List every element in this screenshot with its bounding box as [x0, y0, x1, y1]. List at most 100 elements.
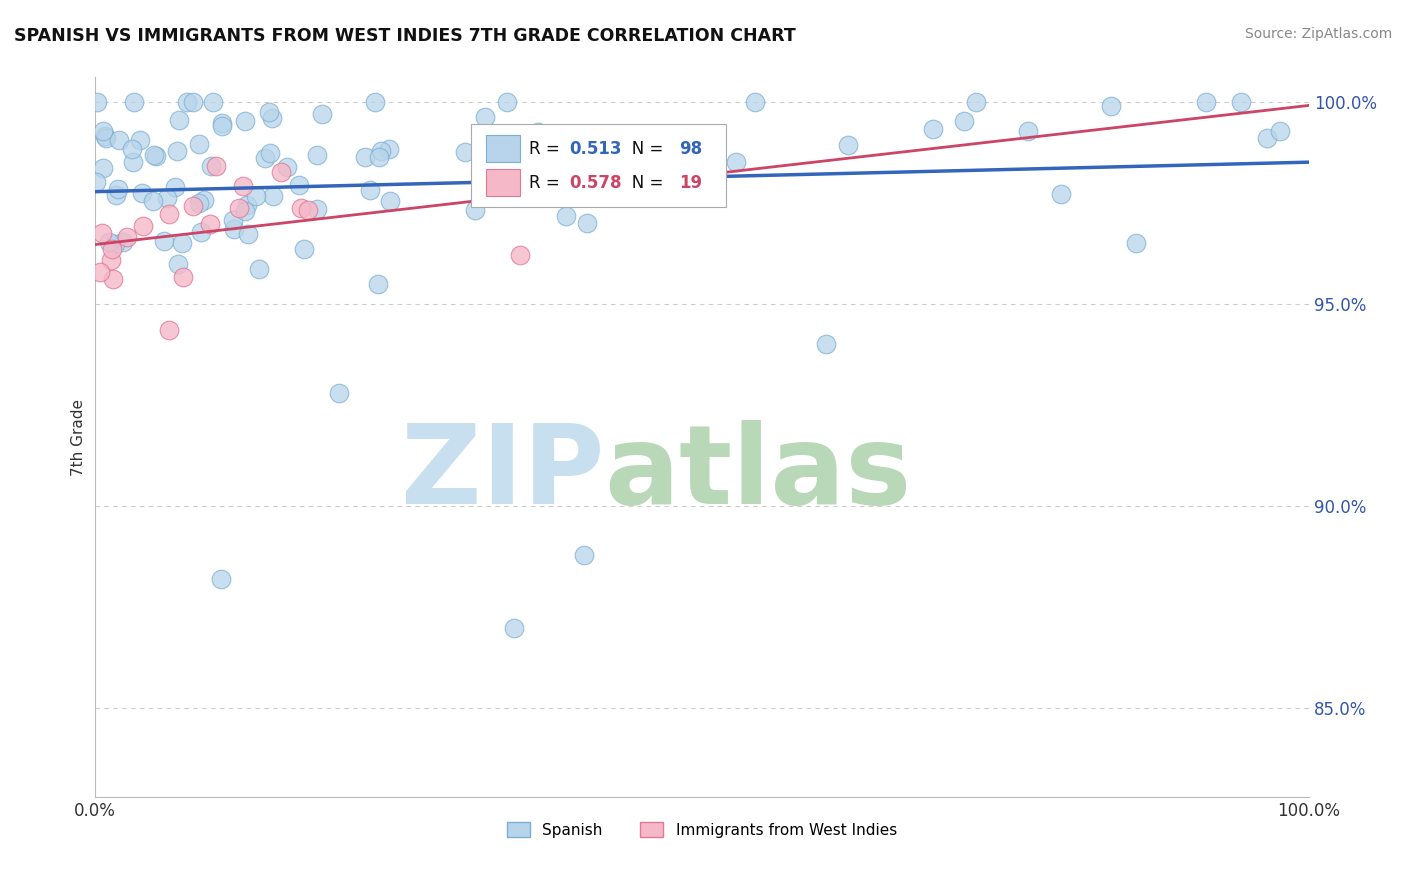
Point [188, 196, 211, 211]
Point [1230, 95, 1253, 109]
Point [153, 234, 176, 248]
Point [257, 104, 280, 119]
Point [181, 199, 204, 213]
Point [156, 191, 179, 205]
Point [100, 242, 122, 256]
Point [91, 161, 114, 176]
Point [84, 175, 107, 189]
Point [205, 159, 228, 173]
Bar [485, 135, 520, 162]
Text: R =: R = [530, 174, 565, 192]
Point [181, 95, 204, 109]
Point [290, 202, 312, 216]
Point [209, 572, 232, 586]
Point [454, 145, 477, 160]
Point [159, 207, 181, 221]
Point [111, 235, 134, 249]
Point [200, 160, 222, 174]
Point [509, 248, 531, 262]
Point [262, 189, 284, 203]
Point [305, 202, 328, 216]
Text: R =: R = [530, 140, 565, 158]
Point [122, 95, 145, 109]
Point [328, 386, 350, 401]
Point [260, 111, 283, 125]
Point [131, 186, 153, 200]
Point [232, 179, 254, 194]
Point [172, 270, 194, 285]
Point [103, 271, 125, 285]
Point [97, 235, 120, 249]
Point [364, 95, 387, 109]
Point [253, 151, 276, 165]
Point [122, 155, 145, 169]
Point [744, 95, 766, 109]
Point [288, 178, 311, 193]
Point [953, 113, 976, 128]
Point [297, 202, 319, 217]
Point [311, 107, 333, 121]
Point [1099, 98, 1122, 112]
Point [662, 190, 685, 204]
Point [544, 162, 567, 177]
Point [172, 235, 194, 250]
Point [100, 252, 122, 267]
Point [555, 209, 578, 223]
Point [188, 137, 211, 152]
Point [132, 219, 155, 234]
Point [142, 194, 165, 208]
Point [233, 113, 256, 128]
Bar [485, 169, 520, 196]
Point [359, 183, 381, 197]
Point [245, 189, 267, 203]
Point [370, 144, 392, 158]
Point [107, 182, 129, 196]
Point [922, 122, 945, 136]
Text: Source: ZipAtlas.com: Source: ZipAtlas.com [1244, 27, 1392, 41]
Point [661, 130, 683, 145]
Point [224, 222, 246, 236]
Point [612, 153, 634, 168]
Point [176, 95, 198, 109]
Text: SPANISH VS IMMIGRANTS FROM WEST INDIES 7TH GRADE CORRELATION CHART: SPANISH VS IMMIGRANTS FROM WEST INDIES 7… [14, 27, 796, 45]
Legend: Spanish, Immigrants from West Indies: Spanish, Immigrants from West Indies [501, 815, 903, 844]
Point [270, 164, 292, 178]
Point [142, 147, 165, 161]
Point [145, 149, 167, 163]
Point [368, 150, 391, 164]
Point [576, 216, 599, 230]
Point [665, 186, 688, 200]
Y-axis label: 7th Grade: 7th Grade [72, 399, 86, 476]
Point [472, 143, 495, 157]
Point [837, 138, 859, 153]
Point [603, 183, 626, 197]
Text: N =: N = [616, 140, 668, 158]
Text: ZIP: ZIP [401, 420, 605, 527]
Point [157, 323, 180, 337]
Text: 0.513: 0.513 [569, 140, 621, 158]
Point [235, 197, 257, 211]
Point [94, 130, 117, 145]
Point [167, 256, 190, 270]
Point [815, 337, 838, 351]
Point [202, 95, 225, 109]
Point [211, 120, 233, 134]
Point [572, 548, 595, 562]
Text: atlas: atlas [605, 420, 912, 527]
Text: 0.578: 0.578 [569, 174, 621, 192]
Point [236, 227, 259, 241]
Point [89, 265, 111, 279]
Point [1050, 186, 1073, 201]
Point [520, 130, 543, 145]
Point [292, 242, 315, 256]
Text: N =: N = [616, 174, 668, 192]
Point [526, 125, 548, 139]
FancyBboxPatch shape [471, 124, 725, 207]
Point [503, 621, 526, 635]
Point [105, 187, 128, 202]
Point [247, 261, 270, 276]
Point [378, 142, 401, 156]
Point [166, 145, 188, 159]
Point [259, 146, 281, 161]
Point [378, 194, 401, 208]
